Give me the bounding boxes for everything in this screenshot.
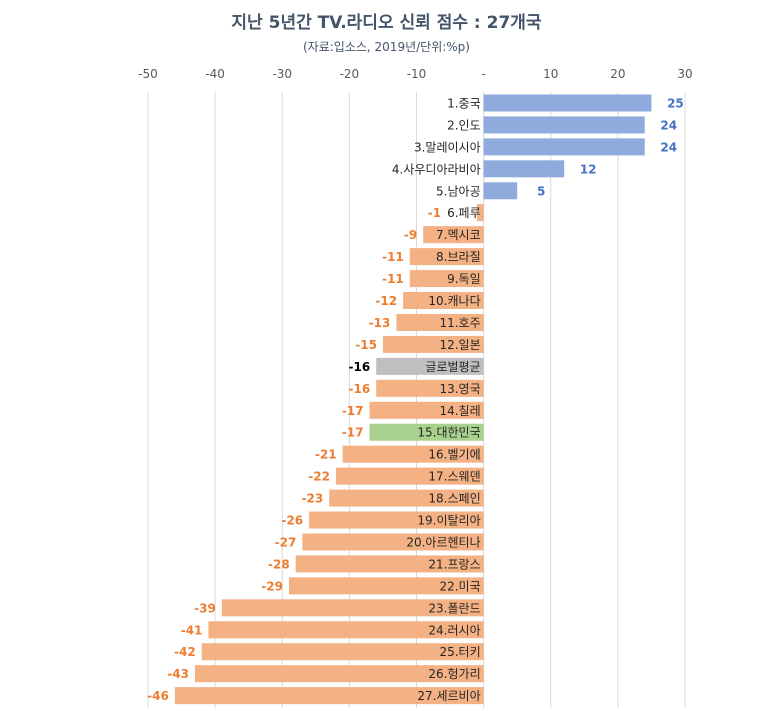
data-label: -1 (428, 206, 441, 220)
data-label: -15 (355, 338, 377, 352)
category-label: 14.칠레 (439, 404, 480, 418)
x-tick-label: -50 (138, 67, 158, 81)
category-label: 18.스페인 (428, 492, 480, 506)
category-label: 3.말레이시아 (414, 140, 481, 154)
category-label: 26.헝가리 (428, 667, 480, 681)
category-label: 12.일본 (439, 338, 480, 352)
bar (302, 533, 484, 551)
category-label: 16.벨기에 (428, 448, 480, 462)
category-label: 17.스웨덴 (428, 470, 480, 484)
category-label: 8.브라질 (436, 250, 481, 264)
category-label: 13.영국 (439, 382, 480, 396)
category-label: 6.페루 (447, 206, 481, 220)
category-label: 1.중국 (447, 96, 481, 110)
bar (174, 687, 484, 705)
bar (483, 94, 652, 112)
data-label: -42 (174, 645, 196, 659)
data-label: -13 (369, 316, 391, 330)
bar (194, 665, 484, 683)
x-tick-label: 30 (677, 67, 692, 81)
bar (369, 423, 484, 441)
x-tick-label: -10 (407, 67, 427, 81)
bar (342, 445, 484, 463)
category-label: 24.러시아 (428, 623, 480, 637)
data-label: -11 (382, 250, 404, 264)
data-label: -16 (349, 382, 371, 396)
data-label: 24 (660, 118, 677, 132)
bar (309, 511, 484, 529)
data-label: 25 (667, 96, 684, 110)
data-label: 12 (580, 162, 597, 176)
category-label: 27.세르비아 (417, 689, 480, 703)
bar (221, 599, 484, 617)
bar (329, 489, 484, 507)
category-label: 15.대한민국 (417, 426, 480, 440)
category-label: 20.아르헨티나 (406, 535, 480, 549)
category-label: 25.터키 (439, 645, 480, 659)
category-label: 10.캐나다 (428, 294, 480, 308)
data-label: 5 (537, 184, 545, 198)
bar (483, 138, 645, 156)
bar (403, 292, 484, 310)
bar (288, 577, 484, 595)
data-label: -16 (349, 360, 371, 374)
x-tick-label: 10 (543, 67, 558, 81)
bar (483, 116, 645, 134)
data-label: -9 (404, 228, 417, 242)
x-tick-label: 20 (610, 67, 625, 81)
category-label: 2.인도 (447, 118, 481, 132)
chart-subtitle: (자료:입소스, 2019년/단위:%p) (302, 40, 470, 54)
data-label: -46 (147, 689, 169, 703)
bar (483, 160, 565, 178)
bar (382, 335, 484, 353)
category-label: 19.이탈리아 (417, 514, 480, 528)
data-label: 24 (660, 140, 677, 154)
bar (423, 226, 484, 244)
category-label: 4.사우디아라비아 (392, 162, 481, 176)
data-label: -41 (181, 623, 203, 637)
bar (369, 401, 484, 419)
bar (476, 204, 484, 222)
data-label: -23 (302, 492, 324, 506)
category-label: 21.프랑스 (428, 557, 480, 571)
x-tick-label: - (481, 67, 485, 81)
category-label: 5.남아공 (436, 184, 481, 198)
data-label: -11 (382, 272, 404, 286)
category-label: 7.멕시코 (436, 228, 481, 242)
category-label: 9.독일 (447, 272, 481, 286)
bar (409, 270, 484, 288)
data-label: -27 (275, 535, 297, 549)
x-tick-label: -40 (205, 67, 225, 81)
x-tick-label: -20 (340, 67, 360, 81)
data-label: -39 (194, 601, 216, 615)
bar (483, 182, 518, 200)
data-label: -21 (315, 448, 337, 462)
data-label: -28 (268, 557, 290, 571)
x-tick-label: -30 (272, 67, 292, 81)
data-label: -22 (308, 470, 330, 484)
chart-title: 지난 5년간 TV.라디오 신뢰 점수 : 27개국 (231, 13, 542, 33)
bar (376, 379, 484, 397)
data-label: -29 (261, 579, 283, 593)
bar (208, 621, 484, 639)
bar (409, 248, 484, 266)
data-label: -17 (342, 404, 364, 418)
data-label: -26 (281, 514, 303, 528)
data-label: -43 (167, 667, 189, 681)
bar (376, 357, 484, 375)
data-label: -17 (342, 426, 364, 440)
category-label: 22.미국 (439, 579, 480, 593)
category-label: 11.호주 (439, 316, 480, 330)
bar (335, 467, 484, 485)
data-label: -12 (375, 294, 397, 308)
category-label: 글로벌평균 (425, 360, 480, 374)
bar (295, 555, 484, 573)
bar (201, 643, 484, 661)
bar (396, 313, 484, 331)
category-label: 23.폴란드 (428, 601, 480, 615)
